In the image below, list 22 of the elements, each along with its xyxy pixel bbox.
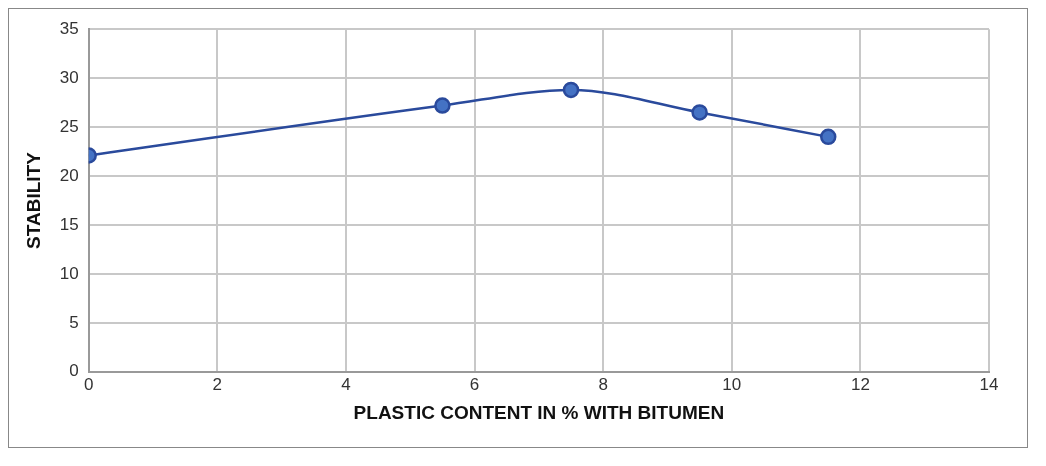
- y-tick-label: 35: [59, 18, 79, 38]
- x-tick-label: 0: [83, 374, 94, 394]
- x-tick-label: 10: [722, 374, 742, 394]
- point: [691, 104, 708, 121]
- y-tick-label: 30: [59, 67, 79, 87]
- x-tick-label: 4: [341, 374, 351, 394]
- x-tick-label: 12: [850, 374, 870, 394]
- y-axis-title: STABILITY: [22, 151, 44, 249]
- point: [562, 81, 580, 99]
- x-tick-label: 2: [212, 374, 223, 394]
- y-tick-label: 10: [59, 263, 79, 283]
- y-tick-label: 20: [59, 165, 79, 185]
- y-tick-label: 15: [59, 214, 79, 234]
- x-tick-label: 6: [469, 374, 480, 394]
- point: [819, 128, 837, 146]
- point: [434, 97, 451, 114]
- x-axis-title: PLASTIC CONTENT IN % WITH BITUMEN: [353, 401, 725, 423]
- y-tick-label: 25: [59, 116, 79, 136]
- x-tick-label: 8: [598, 374, 608, 394]
- y-tick-label: 0: [69, 361, 79, 381]
- y-tick-label: 5: [69, 312, 79, 332]
- x-tick-label: 14: [979, 374, 999, 394]
